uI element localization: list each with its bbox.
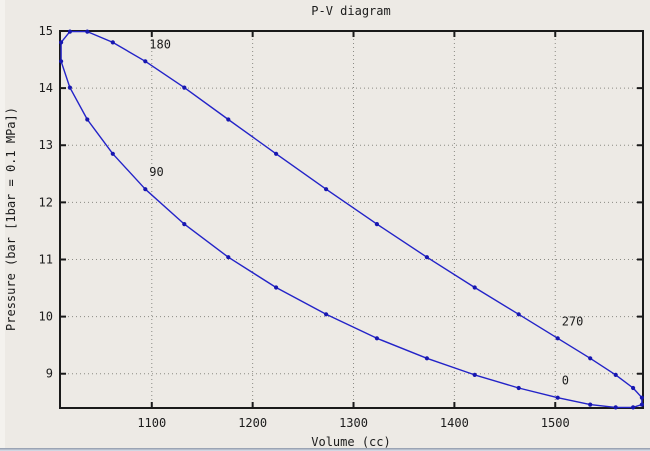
data-point-marker [110, 151, 115, 156]
y-tick-label: 10 [39, 310, 53, 324]
data-point-marker [110, 40, 115, 45]
x-axis-label: Volume (cc) [311, 435, 390, 449]
data-point-marker [613, 405, 618, 410]
data-point-marker [631, 385, 636, 391]
axis-layer: 1100 1200 1300 1400 1500 9 10 11 12 13 14 15 [39, 24, 644, 430]
data-point-marker [59, 40, 64, 45]
axes-frame [59, 30, 644, 409]
data-point-marker [631, 405, 636, 410]
data-point-marker [374, 222, 379, 227]
x-tick-label: 1500 [541, 416, 570, 430]
y-tick-label: 11 [39, 252, 53, 266]
data-point-marker [226, 255, 231, 260]
data-point-marker [374, 336, 379, 341]
data-point-marker [274, 285, 279, 290]
x-tick-label: 1300 [339, 416, 368, 430]
data-point-marker [555, 395, 560, 400]
data-point-marker [182, 85, 187, 90]
data-point-marker [516, 312, 521, 317]
data-point-marker [424, 255, 429, 260]
data-point-marker [182, 222, 187, 227]
x-tick-label: 1100 [137, 416, 166, 430]
data-point-marker [639, 395, 645, 400]
y-tick-label: 9 [46, 367, 53, 381]
series-layer [59, 29, 645, 410]
data-point-marker [85, 29, 90, 34]
data-point-marker [143, 187, 148, 192]
annotation-label-0: 0 [562, 374, 569, 388]
data-point-marker [555, 336, 560, 341]
left-edge-artifact [0, 0, 5, 451]
annotation-label-180: 180 [149, 37, 171, 51]
data-point-marker [588, 402, 593, 407]
data-point-marker [472, 372, 477, 377]
data-point-marker [639, 402, 645, 407]
data-point-marker [516, 385, 521, 391]
y-tick-label: 12 [39, 195, 53, 209]
annotation-label-270: 270 [562, 314, 584, 328]
data-point-marker [226, 117, 231, 122]
x-tick-label: 1200 [238, 416, 267, 430]
data-point-marker [67, 85, 72, 90]
data-point-marker [143, 59, 148, 64]
data-point-marker [59, 59, 64, 64]
window-bottom-edge [0, 448, 650, 451]
data-point-marker [67, 29, 72, 34]
x-tick-label: 1400 [440, 416, 469, 430]
y-axis-label: Pressure (bar [1bar = 0.1 MPa]) [4, 107, 18, 331]
data-point-marker [85, 117, 90, 122]
grid-layer [60, 31, 643, 408]
data-point-marker [472, 285, 477, 290]
data-point-marker [424, 356, 429, 361]
data-point-marker [613, 372, 618, 377]
data-point-marker [274, 151, 279, 156]
y-tick-label: 14 [39, 81, 53, 95]
data-point-marker [588, 356, 593, 361]
y-tick-label: 13 [39, 138, 53, 152]
y-tick-label: 15 [39, 24, 53, 38]
annotation-label-90: 90 [149, 165, 163, 179]
annotation-layer: 0 90 180 270 [149, 37, 583, 387]
data-point-marker [324, 312, 329, 317]
chart-title: P-V diagram [311, 4, 390, 18]
data-point-marker [324, 187, 329, 192]
